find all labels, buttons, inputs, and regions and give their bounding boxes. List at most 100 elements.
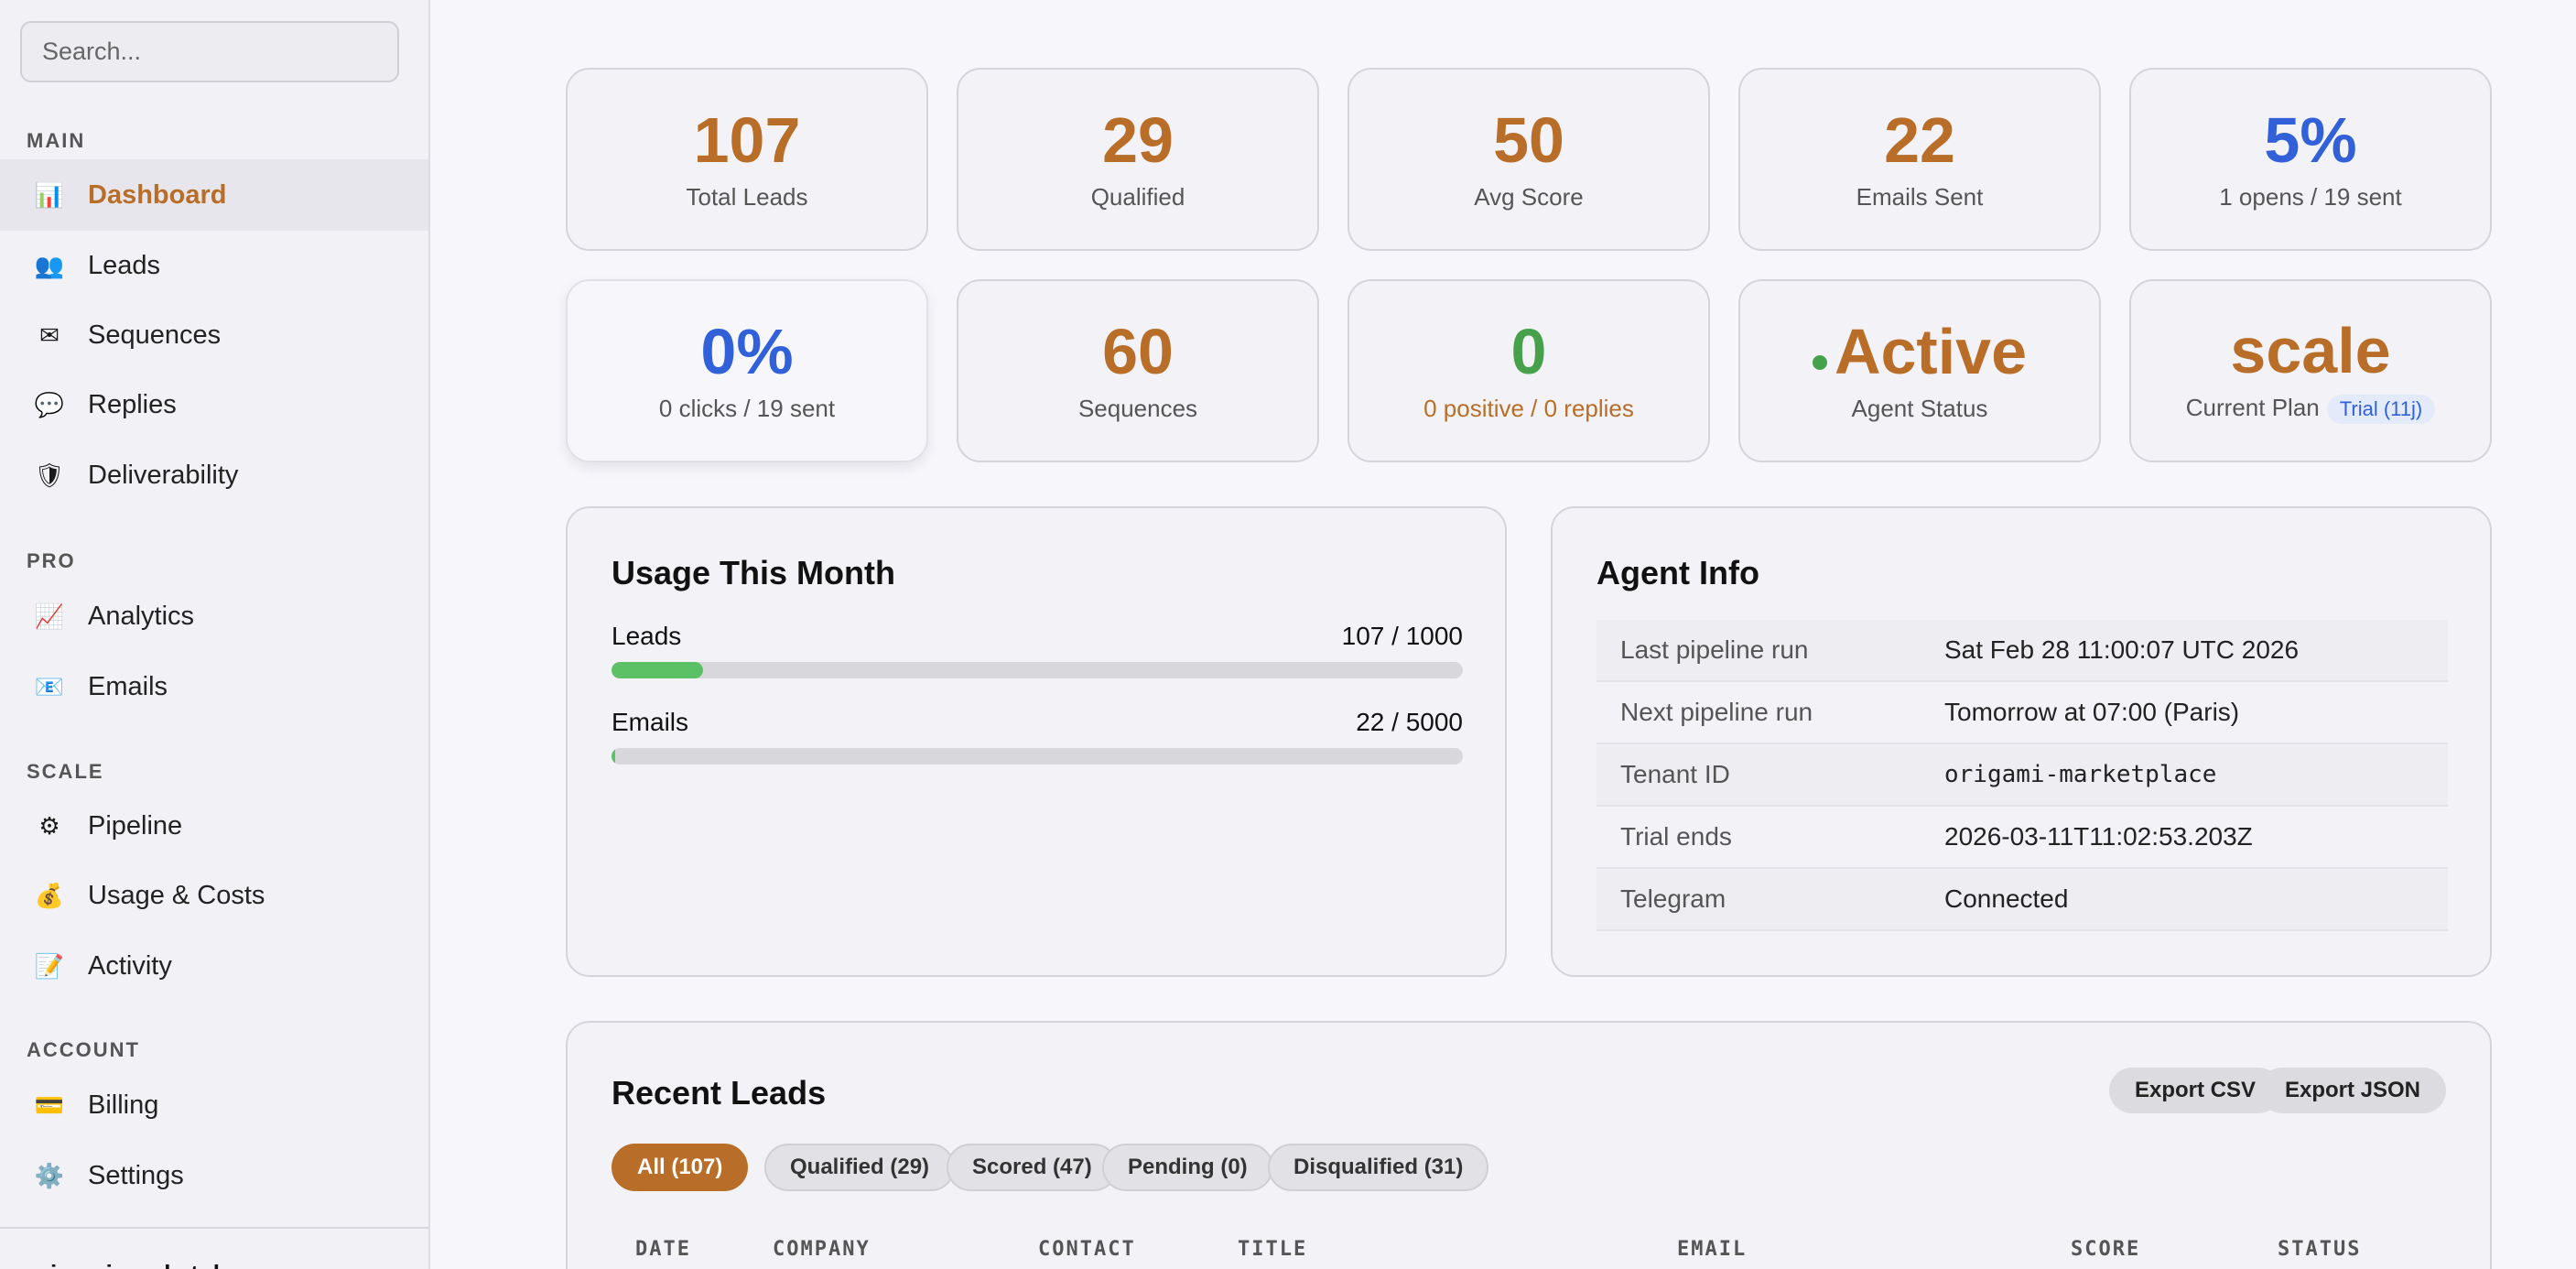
gear-icon: ⚙: [38, 812, 60, 840]
stat-caption: Emails Sent: [1856, 182, 1984, 211]
usage-row-emails: Emails 22 / 5000: [612, 708, 1463, 765]
filter-chip-qualified[interactable]: Qualified (29): [764, 1144, 956, 1191]
sidebar-item-label: Deliverability: [88, 460, 239, 490]
usage-progress-bar: [612, 662, 1463, 678]
usage-progress-bar: [612, 748, 1463, 765]
stat-card-open-rate: 5% 1 opens / 19 sent: [2129, 68, 2492, 251]
sidebar-item-leads[interactable]: 👥 Leads: [0, 230, 428, 301]
info-row: Trial ends 2026-03-11T11:02:53.203Z: [1596, 807, 2448, 869]
sidebar-item-label: Usage & Costs: [88, 880, 265, 910]
filter-chip-disqualified[interactable]: Disqualified (31): [1268, 1144, 1489, 1191]
section-label-pro: PRO: [27, 549, 76, 572]
stat-card-emails-sent: 22 Emails Sent: [1738, 68, 2101, 251]
trend-chart-icon: 📈: [34, 602, 65, 630]
stat-caption: Current Plan Trial (11j): [2185, 393, 2436, 424]
info-key: Telegram: [1620, 884, 1726, 913]
column-header-status[interactable]: STATUS: [2278, 1238, 2362, 1261]
usage-progress-fill: [612, 748, 616, 765]
sidebar-item-label: Analytics: [88, 601, 195, 631]
sidebar-item-deliverability[interactable]: 🛡 Deliverability: [0, 439, 428, 511]
usage-value: 22 / 5000: [1356, 708, 1463, 736]
filter-chip-all[interactable]: All (107): [612, 1144, 749, 1191]
stat-card-sequences: 60 Sequences: [957, 279, 1319, 462]
agent-status-text: Active: [1834, 315, 2028, 387]
column-header-contact[interactable]: CONTACT: [1038, 1238, 1136, 1261]
stat-value: 22: [1884, 103, 1955, 176]
sidebar-item-label: Settings: [88, 1160, 184, 1190]
plan-caption: Current Plan: [2185, 393, 2320, 421]
sidebar-item-activity[interactable]: 📝 Activity: [0, 930, 428, 1002]
column-header-company[interactable]: COMPANY: [773, 1238, 871, 1261]
sidebar-item-sequences[interactable]: ✉ Sequences: [0, 299, 428, 371]
section-label-main: MAIN: [27, 129, 86, 152]
sidebar-item-emails[interactable]: 📧 Emails: [0, 651, 428, 722]
stat-value: 29: [1102, 103, 1174, 176]
info-key: Last pipeline run: [1620, 635, 1809, 664]
info-value: Connected: [1944, 884, 2069, 913]
sidebar: MAIN 📊 Dashboard 👥 Leads ✉ Sequences 💬 R…: [0, 0, 430, 1269]
people-icon: 👥: [34, 252, 65, 279]
section-label-scale: SCALE: [27, 760, 104, 783]
sidebar-item-label: Replies: [88, 389, 177, 419]
usage-value: 107 / 1000: [1341, 622, 1463, 650]
column-header-date[interactable]: DATE: [635, 1238, 691, 1261]
sidebar-item-replies[interactable]: 💬 Replies: [0, 369, 428, 440]
credit-card-icon: 💳: [34, 1091, 65, 1119]
sidebar-item-usage-costs[interactable]: 💰 Usage & Costs: [0, 860, 428, 931]
bar-chart-icon: 📊: [34, 181, 65, 209]
search-input[interactable]: [20, 21, 399, 82]
sidebar-item-label: Dashboard: [88, 179, 227, 210]
info-row: Last pipeline run Sat Feb 28 11:00:07 UT…: [1596, 620, 2448, 682]
usage-label: Leads: [612, 622, 682, 650]
stat-value: 0%: [700, 315, 794, 387]
stat-card-avg-score: 50 Avg Score: [1348, 68, 1710, 251]
stat-card-qualified: 29 Qualified: [957, 68, 1319, 251]
memo-icon: 📝: [34, 952, 65, 980]
filter-chip-scored[interactable]: Scored (47): [947, 1144, 1118, 1191]
stat-card-click-rate[interactable]: 0% 0 clicks / 19 sent: [566, 279, 928, 462]
column-header-email[interactable]: EMAIL: [1677, 1238, 1748, 1261]
sidebar-item-label: Emails: [88, 671, 168, 701]
stat-caption: 0 clicks / 19 sent: [658, 394, 836, 422]
stat-value: 50: [1493, 103, 1564, 176]
sidebar-item-pipeline[interactable]: ⚙ Pipeline: [0, 790, 428, 862]
sidebar-item-label: Leads: [88, 250, 161, 280]
usage-row-leads: Leads 107 / 1000: [612, 622, 1463, 678]
stat-caption: 0 positive / 0 replies: [1423, 394, 1634, 422]
export-json-button[interactable]: Export JSON: [2258, 1068, 2446, 1113]
sidebar-item-settings[interactable]: ⚙️ Settings: [0, 1140, 428, 1211]
info-value: Sat Feb 28 11:00:07 UTC 2026: [1944, 635, 2300, 664]
stat-caption: Agent Status: [1851, 394, 1988, 422]
sidebar-item-label: Activity: [88, 950, 172, 981]
usage-label: Emails: [612, 708, 689, 736]
recent-leads-title: Recent Leads: [612, 1074, 827, 1112]
stat-value: 107: [693, 103, 801, 176]
email-icon: 📧: [34, 673, 65, 700]
sidebar-item-analytics[interactable]: 📈 Analytics: [0, 580, 428, 652]
stat-value: scale: [2230, 314, 2391, 386]
stat-caption: Sequences: [1077, 394, 1198, 422]
usage-title: Usage This Month: [612, 554, 896, 591]
sidebar-item-label: Billing: [88, 1090, 159, 1120]
sidebar-item-billing[interactable]: 💳 Billing: [0, 1069, 428, 1141]
usage-panel: Usage This Month Leads 107 / 1000 Emails…: [566, 506, 1507, 977]
info-value: origami-marketplace: [1944, 761, 2217, 788]
main-content: 107 Total Leads 29 Qualified 50 Avg Scor…: [430, 0, 2576, 1269]
sidebar-item-dashboard[interactable]: 📊 Dashboard: [0, 159, 428, 231]
stat-value: 5%: [2264, 103, 2357, 176]
info-row: Next pipeline run Tomorrow at 07:00 (Par…: [1596, 682, 2448, 744]
stat-caption: Qualified: [1090, 182, 1185, 211]
agent-info-title: Agent Info: [1596, 554, 1759, 591]
filter-chip-pending[interactable]: Pending (0): [1102, 1144, 1273, 1191]
column-header-score[interactable]: SCORE: [2071, 1238, 2141, 1261]
info-value: Tomorrow at 07:00 (Paris): [1944, 698, 2240, 726]
stat-value: 60: [1102, 315, 1174, 387]
stat-card-agent-status: Active Agent Status: [1738, 279, 2101, 462]
info-row: Tenant ID origami-marketplace: [1596, 744, 2448, 807]
stat-value: 0: [1510, 315, 1547, 387]
usage-progress-fill: [612, 662, 703, 678]
export-csv-button[interactable]: Export CSV: [2108, 1068, 2281, 1113]
column-header-title[interactable]: TITLE: [1238, 1238, 1308, 1261]
tenant-name: origami-marketplace: [27, 1260, 259, 1269]
